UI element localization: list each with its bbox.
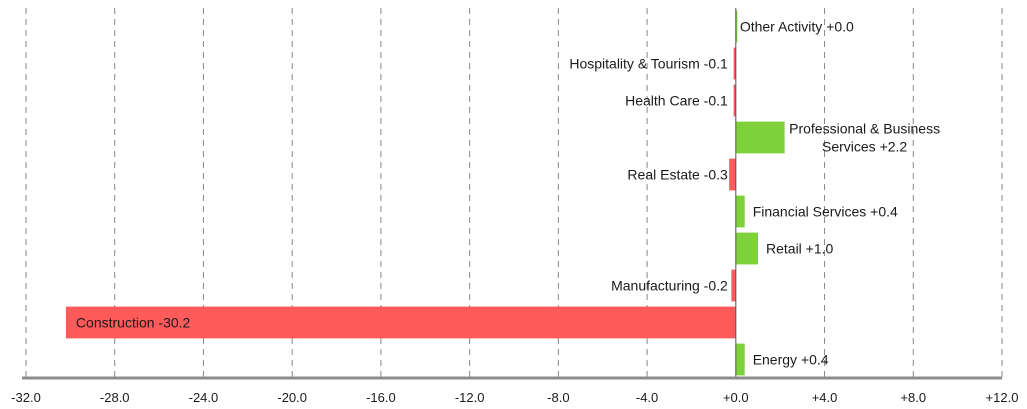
x-tick-label-8: +0.0 <box>723 390 749 405</box>
bar-label-1: Hospitality & Tourism -0.1 <box>569 56 728 72</box>
x-tick-label-10: +8.0 <box>900 390 926 405</box>
bar-3 <box>735 121 785 154</box>
x-tick-label-7: -4.0 <box>636 390 658 405</box>
bar-8 <box>65 306 736 339</box>
bar-labels: Other Activity +0.0 Hospitality & Tourism… <box>76 19 940 368</box>
bar-7 <box>731 269 736 302</box>
bar-4 <box>729 158 736 191</box>
x-tick-label-3: -20.0 <box>277 390 307 405</box>
bar-1 <box>733 47 736 80</box>
bar-label-0: Other Activity +0.0 <box>740 19 854 35</box>
bar-label-8: Construction -30.2 <box>76 315 191 331</box>
x-tick-labels: -32.0 -28.0 -24.0 -20.0 -16.0 -12.0 -8.0 -4.0 +0… <box>11 390 1018 405</box>
x-tick-label-11: +12.0 <box>986 390 1019 405</box>
x-tick-label-4: -16.0 <box>366 390 396 405</box>
bar-0 <box>735 10 738 43</box>
bar-label-3: Professional & Business Services +2.2 <box>789 121 940 155</box>
x-tick-label-6: -8.0 <box>547 390 569 405</box>
x-tick-label-2: -24.0 <box>189 390 219 405</box>
x-tick-label-1: -28.0 <box>100 390 130 405</box>
bar-2 <box>733 84 736 117</box>
bar-label-2: Health Care -0.1 <box>625 93 728 109</box>
x-tick-label-5: -12.0 <box>455 390 485 405</box>
x-tick-label-9: +4.0 <box>812 390 838 405</box>
bar-9 <box>735 343 745 376</box>
bar-5 <box>735 195 745 228</box>
bar-label-3-line-0: Professional & Business <box>789 121 940 137</box>
bars <box>65 10 785 376</box>
bar-label-6: Retail +1.0 <box>766 241 834 257</box>
x-axis <box>22 8 1002 380</box>
bar-label-3-line-1: Services +2.2 <box>822 139 907 155</box>
bar-label-7: Manufacturing -0.2 <box>611 278 728 294</box>
bar-label-4: Real Estate -0.3 <box>627 167 728 183</box>
bar-label-9: Energy +0.4 <box>753 352 829 368</box>
bar-label-5: Financial Services +0.4 <box>753 204 898 220</box>
x-tick-label-0: -32.0 <box>11 390 41 405</box>
bar-6 <box>735 232 758 265</box>
